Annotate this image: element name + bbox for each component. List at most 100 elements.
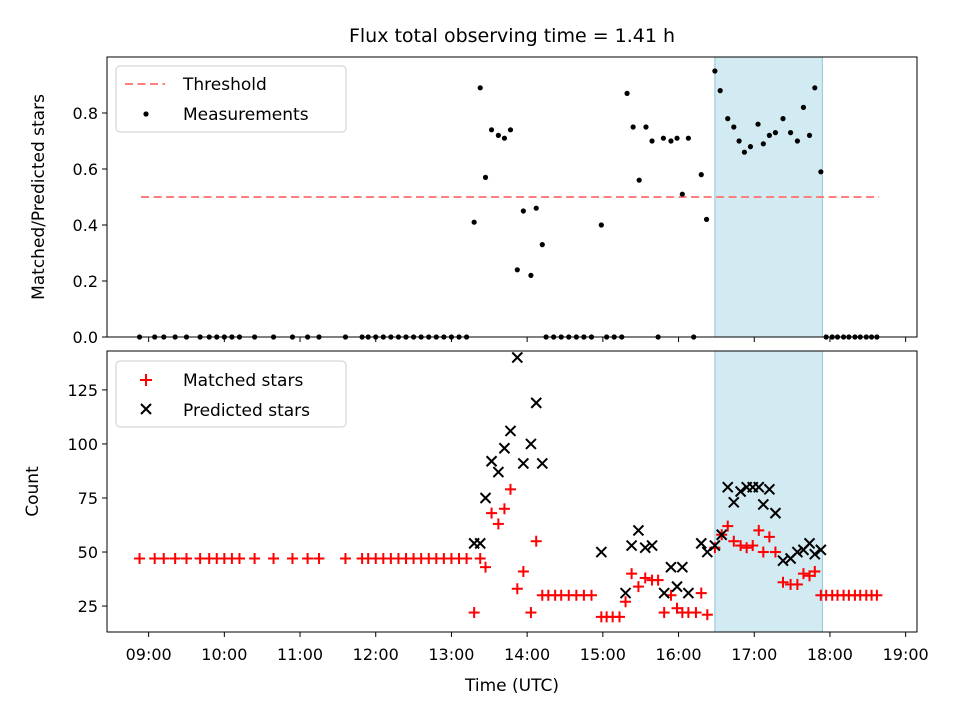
measurement-point [507,127,514,133]
measurement-point [649,138,655,144]
matched-star-point [498,503,510,515]
predicted-star-point [536,457,548,470]
predicted-star-point [763,483,776,496]
x-tick-label: 10:00 [201,645,247,664]
top-axes-frame [106,56,918,338]
measurement-point [812,85,818,91]
predicted-star-point [809,548,821,560]
matched-star-point [791,578,803,590]
predicted-star-point [753,481,765,493]
predicted-star-point [803,537,816,550]
x-tick-label: 15:00 [580,645,626,664]
x-tick-label: 12:00 [353,645,399,664]
legend-matched-label: Matched stars [183,371,303,391]
matched-star-point [233,553,245,565]
measurement-point [660,135,667,141]
bottom-axes-frame [106,350,918,633]
x-tick-label: 09:00 [126,645,172,664]
matched-star-point [249,553,261,565]
measurement-point [501,135,508,141]
measurement-point [668,138,674,144]
matched-star-point [747,540,759,552]
y-tick-label: 0.6 [73,160,98,179]
measurement-point [794,138,800,144]
matched-star-point [690,607,702,619]
measurement-point [539,242,545,248]
y-tick-label: 0.4 [73,216,98,235]
legend-predicted-swatch [140,403,152,415]
x-tick-label: 14:00 [504,645,550,664]
matched-star-point [871,589,883,601]
predicted-star-point [695,537,707,550]
matched-star-point [652,574,664,586]
y-tick-label: 50 [78,543,98,562]
matched-star-point [517,565,529,577]
matched-star-point [492,518,504,530]
y-tick-label: 0.8 [73,104,98,123]
measurement-point [488,127,495,133]
x-tick-label: 11:00 [277,645,323,664]
predicted-star-point [676,561,689,573]
matched-star-point [809,565,821,577]
matched-star-point [474,553,486,565]
predicted-star-point [769,507,782,519]
matched-star-point [735,540,747,552]
matched-star-point [763,531,775,543]
matched-star-point [158,553,170,565]
predicted-star-point [511,351,524,364]
measurement-point [514,267,520,273]
predicted-star-point [619,587,632,599]
matched-star-point [639,572,651,584]
matched-star-point [180,553,192,565]
measurement-point [741,149,748,155]
predicted-star-point [517,457,530,470]
measurement-point [818,169,824,175]
y-tick-label: 25 [78,597,98,616]
matched-star-point [504,483,516,495]
measurement-point [685,135,691,141]
measurement-point [806,132,813,138]
predicted-star-point [728,496,740,509]
matched-star-point [797,568,809,580]
measurement-point [674,135,680,141]
legend-measurements-label: Measurements [183,105,309,125]
legend-predicted-label: Predicted stars [183,401,310,421]
measurement-point [780,116,786,122]
measurement-point [643,124,649,130]
matched-star-point [632,581,644,593]
top-panel: 0.00.20.40.60.8 Matched/Predicted stars … [29,56,918,347]
y-tick-label: 100 [67,435,98,454]
top-legend: Threshold Measurements [115,65,347,133]
predicted-star-point [525,438,537,450]
measurement-point [717,88,723,94]
bottom-y-ticks: 25 50 75 100 125 [67,381,107,616]
legend-matched-swatch [140,374,152,386]
chart-title: Flux total observing time = 1.41 h [349,25,675,47]
matched-star-point [511,583,523,595]
matched-star-point [728,535,740,547]
matched-star-point [769,546,781,558]
matched-star-point [695,587,707,599]
x-tick-label: 16:00 [655,645,701,664]
predicted-star-point [791,546,804,558]
predicted-star-point [734,485,747,498]
x-tick-label: 19:00 [883,645,929,664]
predicted-star-point [671,580,683,593]
measurement-point [477,85,483,91]
matched-star-point [339,553,351,565]
predicted-star-point [665,561,677,573]
measurement-point [712,68,718,74]
measurement-point [636,177,642,183]
matched-star-point [722,520,734,532]
legend-threshold-label: Threshold [182,75,267,95]
matched-star-point [620,596,632,608]
predicted-star-point [595,546,608,558]
measurement-point [679,191,685,197]
measurement-point [772,130,779,136]
predicted-star-point [530,397,542,409]
predicted-star-point [632,524,645,537]
matched-star-point [613,611,625,623]
y-tick-label: 0.2 [73,272,98,291]
measurement-point [760,141,766,147]
